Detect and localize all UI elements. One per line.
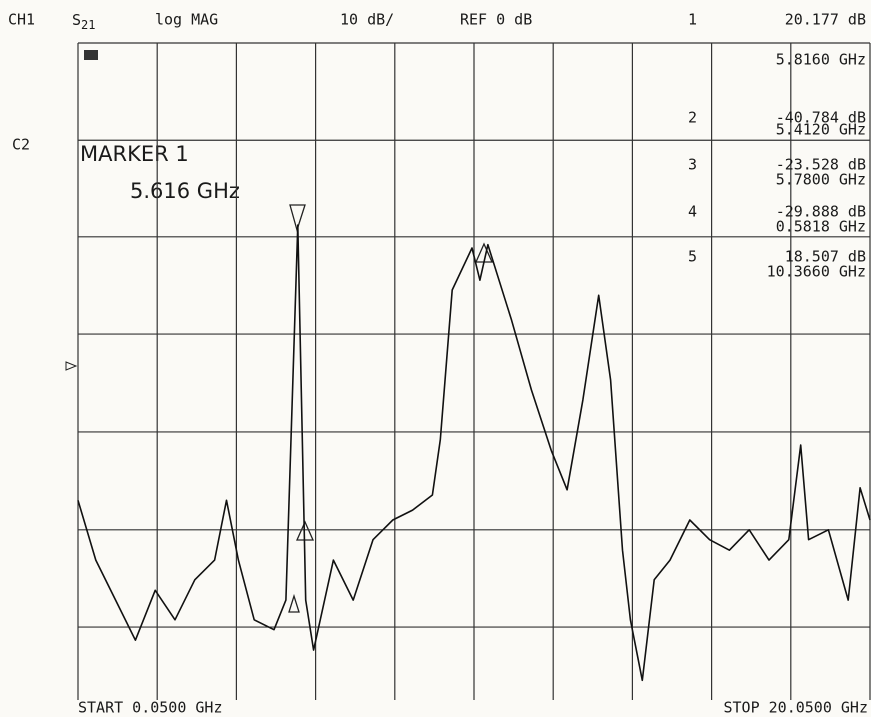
reference: REF 0 dB [460,11,532,29]
parameter-sub: 21 [81,18,95,32]
marker-symbols [288,204,494,613]
readout-label: 3 [688,156,697,174]
start-label: START 0.0500 GHz [78,699,223,717]
readout-level: 20.177 dB [785,11,866,29]
marker-1 [289,204,306,233]
readout-freq: 0.5818 GHz [776,218,866,236]
readout-freq: 5.8160 GHz [776,51,866,69]
format: log MAG [155,11,218,29]
scale: 10 dB/ [340,11,394,29]
readout-level: -29.888 dB [776,203,866,221]
readout-level: -40.784 dB [776,109,866,127]
readout-label: 2 [688,109,697,127]
trace [77,224,871,682]
marker-2 [288,593,300,613]
status-icon [84,50,98,60]
readout-label: 1 [688,11,697,29]
parameter-base: S [72,11,81,29]
readout-freq: 5.4120 GHz [776,121,866,139]
readout-freq: 10.3660 GHz [767,263,866,281]
channel: CH1 [8,11,35,29]
readout-label: 4 [688,203,697,221]
annotation-title: MARKER 1 [80,142,189,166]
readout-level: 18.507 dB [785,248,866,266]
channel-tag: C2 [12,136,30,154]
readout-freq: 5.7800 GHz [776,171,866,189]
readout-level: -23.528 dB [776,156,866,174]
annotation-value: 5.616 GHz [130,179,240,203]
parameter: S21 [72,11,95,32]
reference-arrow [65,361,78,371]
stop-label: STOP 20.0500 GHz [724,699,869,717]
readout-label: 5 [688,248,697,266]
